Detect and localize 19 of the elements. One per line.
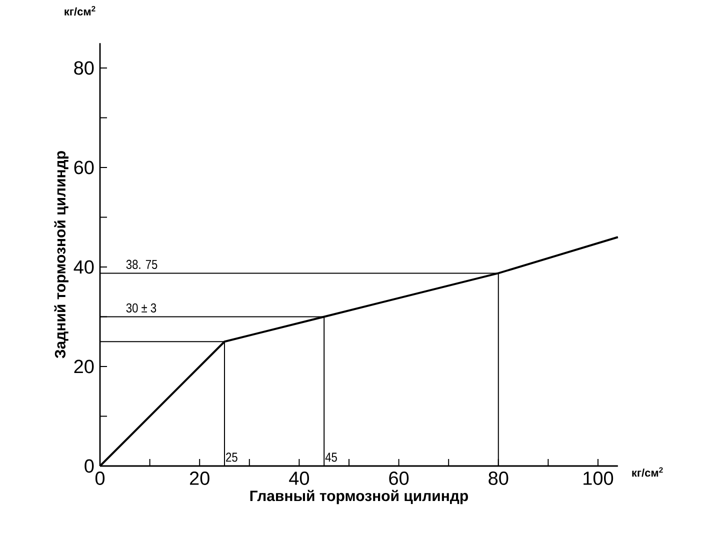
y-axis-title: Задний тормозной цилиндр [54,151,68,358]
x-tick-label: 40 [289,472,310,485]
annotation: 45 [325,452,337,462]
annotation: 30 ± 3 [126,303,156,313]
x-tick-label: 20 [190,472,210,485]
y-tick-label: 40 [74,260,94,274]
x-tick-label: 100 [584,472,614,485]
annotation: 38. 75 [126,260,158,270]
annotation: 25 [226,452,238,462]
x-axis-title: Главный тормозной цилиндр [250,490,468,504]
y-tick-label: 20 [74,360,94,374]
text: кг/см$^{2}$ [632,467,663,477]
x-tick-label: 60 [389,472,409,485]
y-tick-label: 0 [84,459,94,473]
text: кг/см$^{2}$ [64,6,96,16]
y-tick-label: 60 [74,160,94,174]
x-tick-label: 0 [95,472,105,485]
y-tick-label: 80 [74,61,94,75]
x-tick-label: 80 [488,472,508,485]
